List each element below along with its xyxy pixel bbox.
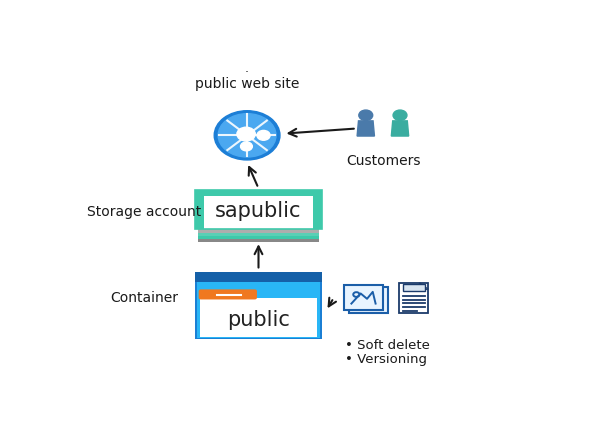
Text: .: . xyxy=(245,62,249,75)
Bar xyxy=(402,284,425,291)
Polygon shape xyxy=(419,283,428,289)
Polygon shape xyxy=(391,121,409,136)
FancyBboxPatch shape xyxy=(194,272,322,339)
Circle shape xyxy=(214,111,280,160)
FancyBboxPatch shape xyxy=(349,287,388,313)
FancyBboxPatch shape xyxy=(197,282,320,338)
Text: Container: Container xyxy=(110,291,178,305)
FancyBboxPatch shape xyxy=(194,190,322,197)
Circle shape xyxy=(257,131,270,140)
FancyBboxPatch shape xyxy=(198,239,319,242)
Text: • Versioning: • Versioning xyxy=(345,353,427,366)
FancyBboxPatch shape xyxy=(194,190,322,229)
Circle shape xyxy=(393,110,407,120)
Circle shape xyxy=(218,114,276,157)
Text: public web site: public web site xyxy=(195,77,299,91)
Text: Storage account: Storage account xyxy=(87,205,201,219)
FancyBboxPatch shape xyxy=(313,197,322,229)
FancyBboxPatch shape xyxy=(198,289,257,299)
FancyBboxPatch shape xyxy=(198,229,319,233)
FancyBboxPatch shape xyxy=(198,236,319,239)
Polygon shape xyxy=(357,121,375,136)
Text: public: public xyxy=(227,310,290,330)
Circle shape xyxy=(359,110,373,120)
Circle shape xyxy=(240,142,252,151)
FancyBboxPatch shape xyxy=(194,197,204,229)
Text: sapublic: sapublic xyxy=(215,201,302,222)
Circle shape xyxy=(237,127,255,141)
FancyBboxPatch shape xyxy=(194,272,322,282)
FancyBboxPatch shape xyxy=(344,285,383,310)
Text: Customers: Customers xyxy=(346,154,421,168)
Bar xyxy=(399,283,428,313)
FancyBboxPatch shape xyxy=(200,298,317,337)
Text: • Soft delete: • Soft delete xyxy=(345,339,430,352)
FancyBboxPatch shape xyxy=(198,233,319,236)
Bar xyxy=(194,190,322,229)
